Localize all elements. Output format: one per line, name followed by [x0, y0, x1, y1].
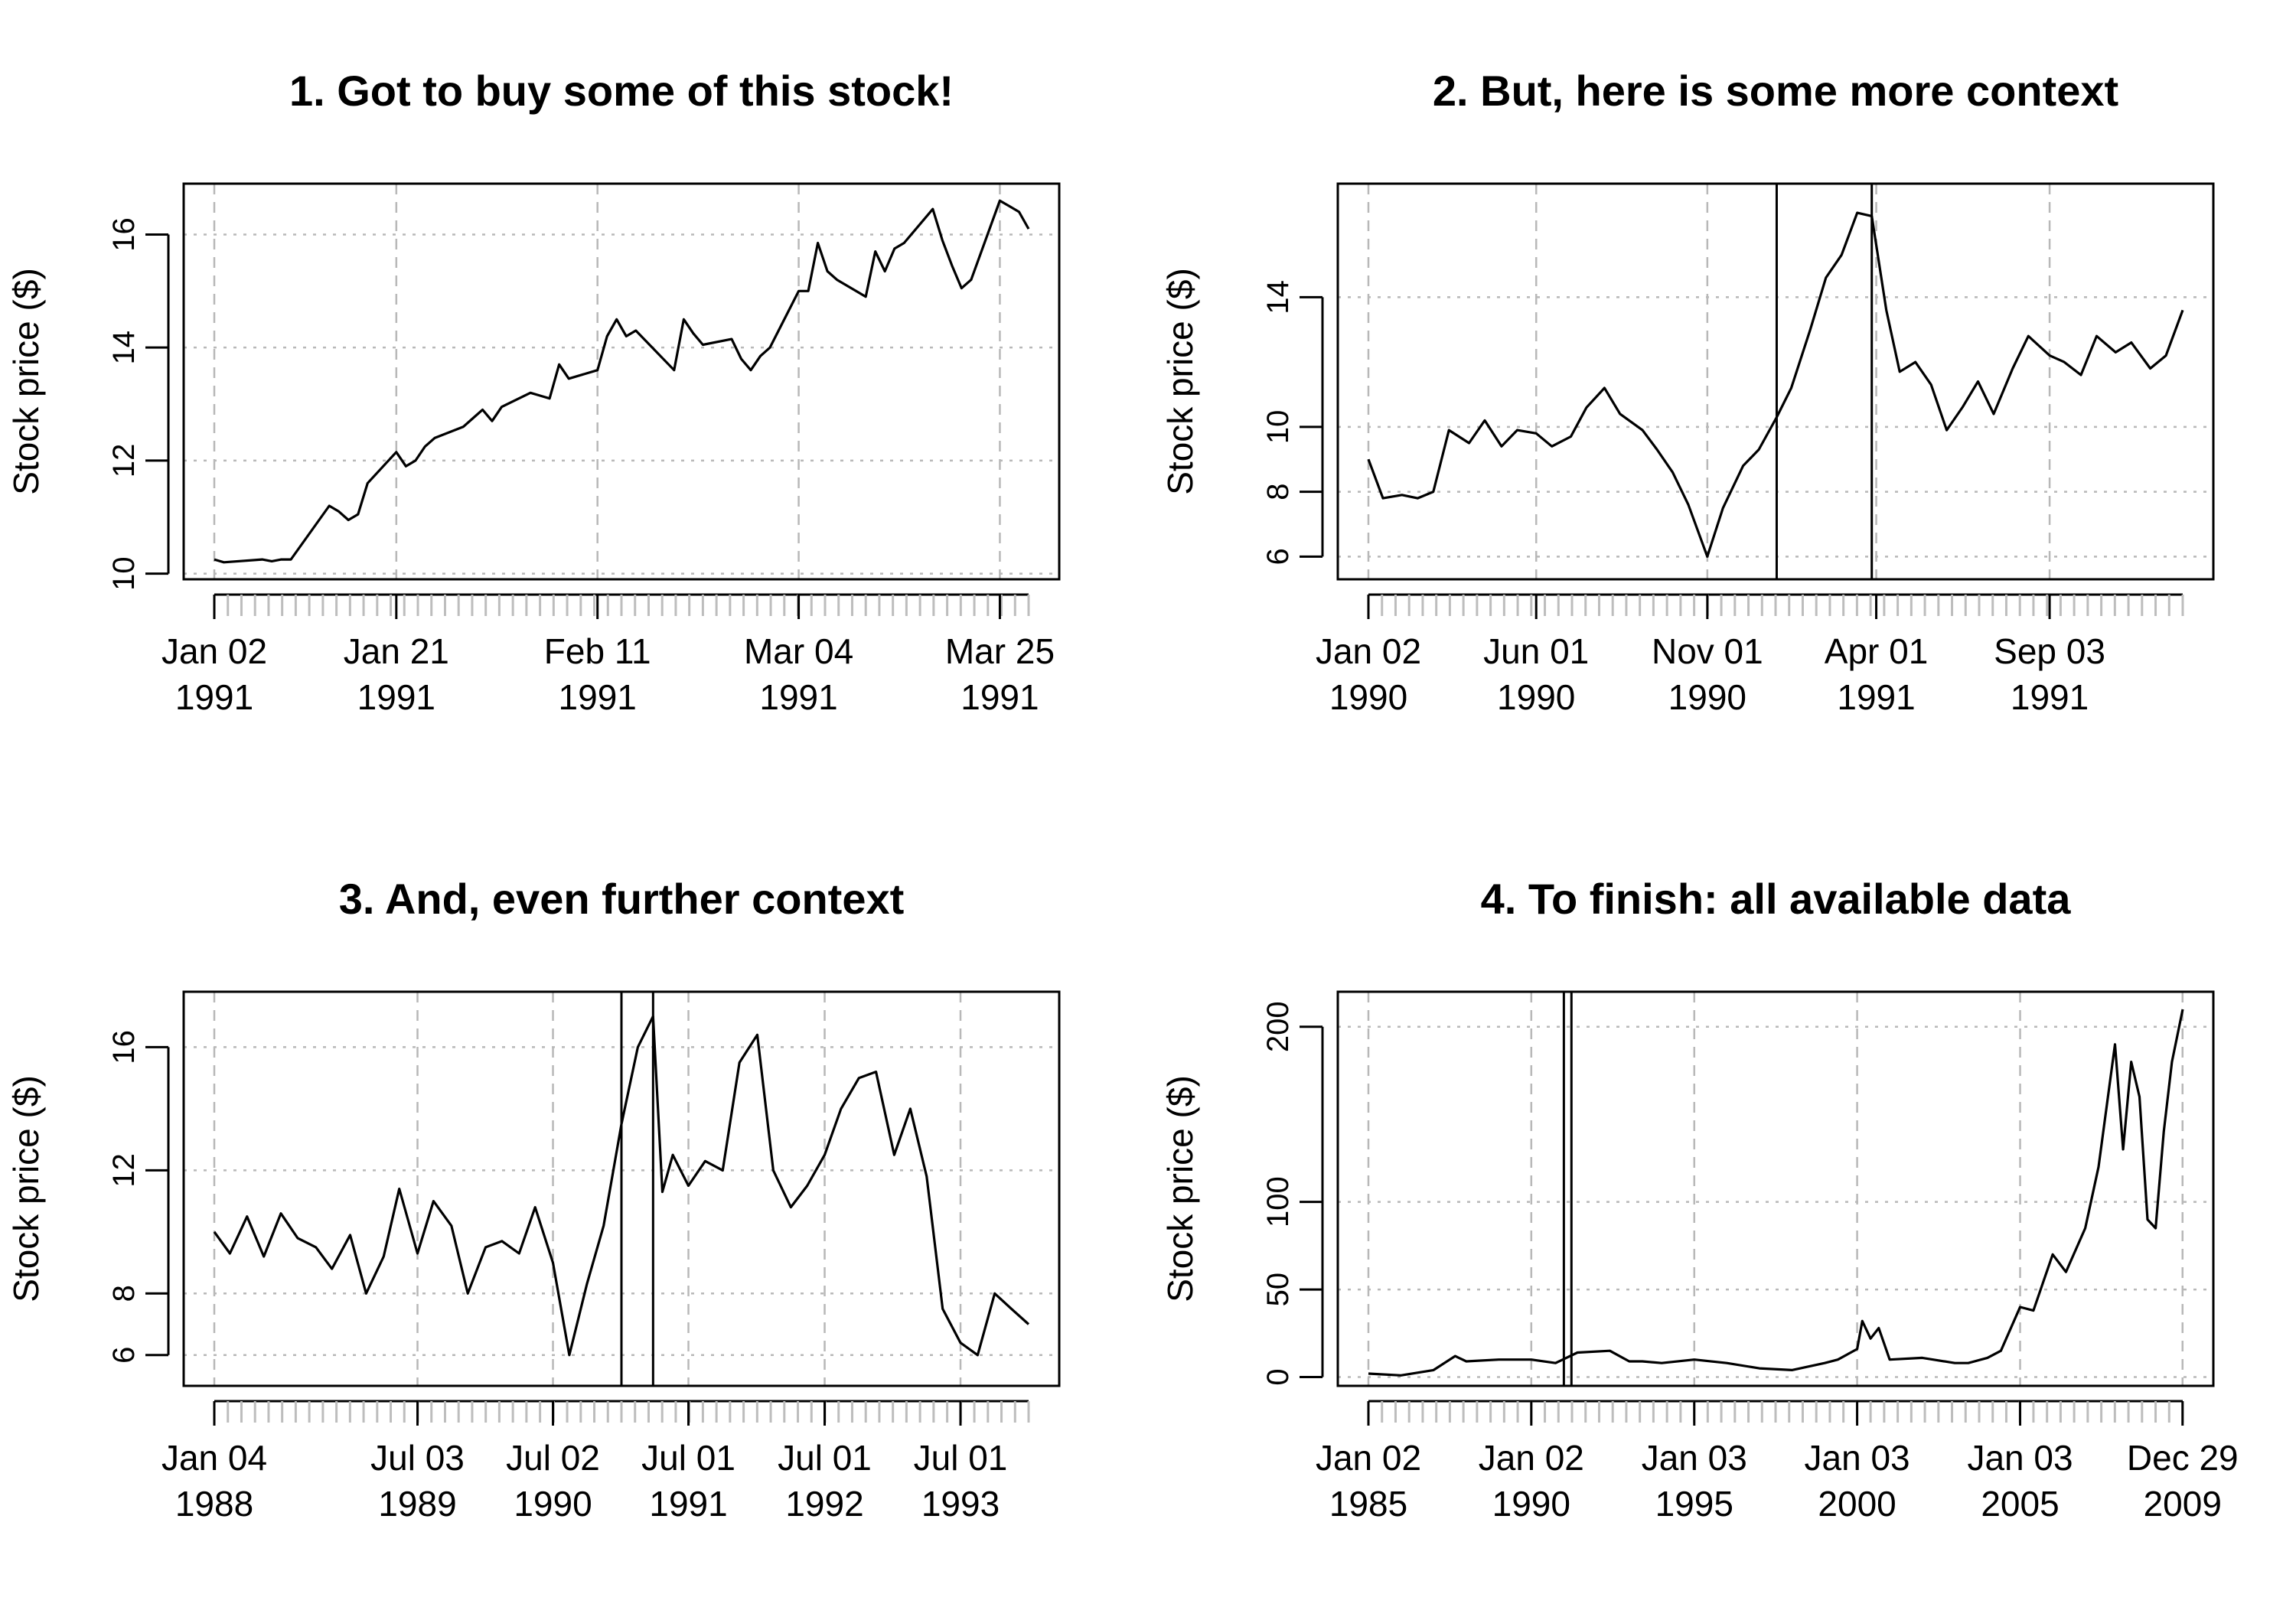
plot-frame — [1336, 990, 2215, 1387]
x-tick-year: 1991 — [559, 677, 637, 717]
x-tick-year: 1992 — [785, 1484, 863, 1524]
x-tick-label: Mar 04 — [744, 631, 853, 671]
y-axis-label: Stock price ($) — [1160, 1075, 1200, 1302]
y-tick-label: 8 — [107, 1285, 141, 1302]
x-tick-year: 1990 — [1668, 677, 1746, 717]
x-tick-year: 2005 — [1981, 1484, 2059, 1524]
x-tick-year: 1991 — [649, 1484, 727, 1524]
y-tick-label: 0 — [1261, 1368, 1295, 1385]
x-tick-label: Jul 01 — [914, 1438, 1008, 1478]
price-series-line — [1368, 1009, 2184, 1377]
x-tick-year: 2000 — [1818, 1484, 1896, 1524]
x-tick-year: 1985 — [1329, 1484, 1407, 1524]
x-tick-label: Jan 03 — [1642, 1438, 1747, 1478]
x-tick-label: Jan 21 — [344, 631, 449, 671]
y-axis-label: Stock price ($) — [6, 268, 46, 495]
x-tick-label: Jan 02 — [161, 631, 267, 671]
chart-title: 2. But, here is some more context — [1433, 67, 2118, 115]
chart-panel-3: Jan 04 1988 Jul 03 1989 Jul 02 1990 Jul 01 1991… — [6, 875, 1061, 1524]
x-tick-year: 1990 — [1497, 677, 1575, 717]
x-minor-ticks — [1367, 595, 2184, 616]
x-tick-label: Jan 02 — [1316, 1438, 1421, 1478]
x-tick-year: 1991 — [759, 677, 837, 717]
x-tick-year: 1990 — [514, 1484, 592, 1524]
y-tick-label: 6 — [1261, 548, 1295, 565]
y-axis-label: Stock price ($) — [1160, 268, 1200, 495]
x-minor-ticks — [1367, 1401, 2184, 1423]
y-tick-label: 100 — [1261, 1176, 1295, 1227]
y-axis-label: Stock price ($) — [6, 1075, 46, 1302]
x-tick-label: Jan 03 — [1967, 1438, 2073, 1478]
x-tick-year: 1991 — [960, 677, 1039, 717]
x-tick-label: Apr 01 — [1825, 631, 1929, 671]
x-tick-label: Jul 01 — [778, 1438, 872, 1478]
x-tick-label: Dec 29 — [2127, 1438, 2239, 1478]
chart-panel-1: Jan 02 1991 Jan 21 1991 Feb 11 1991 Mar 04 1991… — [6, 67, 1061, 717]
y-tick-label: 16 — [107, 217, 141, 252]
x-tick-label: Jan 03 — [1805, 1438, 1910, 1478]
price-series-line — [213, 1015, 1030, 1357]
y-tick-label: 50 — [1261, 1273, 1295, 1307]
x-tick-label: Feb 11 — [544, 631, 651, 671]
y-tick-label: 14 — [107, 331, 141, 365]
plot-frame — [1336, 182, 2215, 581]
x-minor-ticks — [213, 1401, 1030, 1423]
y-tick-label: 12 — [107, 1153, 141, 1188]
y-tick-label: 8 — [1261, 483, 1295, 500]
x-tick-label: Jan 02 — [1316, 631, 1421, 671]
x-tick-label: Mar 25 — [945, 631, 1055, 671]
grid-lines — [1338, 992, 2213, 1386]
x-tick-year: 1991 — [1837, 677, 1915, 717]
x-tick-label: Nov 01 — [1652, 631, 1763, 671]
chart-title: 4. To finish: all available data — [1481, 875, 2072, 923]
x-tick-year: 1988 — [175, 1484, 253, 1524]
y-tick-label: 10 — [107, 556, 141, 591]
price-series-line — [214, 199, 1030, 564]
x-tick-year: 1993 — [921, 1484, 1000, 1524]
x-tick-label: Sep 03 — [1994, 631, 2105, 671]
chart-panel-2: Jan 02 1990 Jun 01 1990 Nov 01 1990 Apr 01 1991… — [1160, 67, 2215, 717]
x-tick-label: Jul 02 — [506, 1438, 600, 1478]
price-series-line — [1367, 211, 2184, 558]
x-tick-label: Jan 04 — [161, 1438, 267, 1478]
x-tick-label: Jan 02 — [1479, 1438, 1584, 1478]
y-tick-label: 16 — [107, 1030, 141, 1064]
chart-title: 3. And, even further context — [339, 875, 905, 923]
x-minor-ticks — [213, 595, 1030, 616]
x-tick-year: 1989 — [378, 1484, 456, 1524]
y-tick-label: 14 — [1261, 280, 1295, 315]
y-tick-label: 6 — [107, 1347, 141, 1364]
x-tick-year: 2009 — [2144, 1484, 2222, 1524]
x-tick-year: 1991 — [2011, 677, 2089, 717]
x-tick-label: Jul 01 — [641, 1438, 735, 1478]
x-tick-label: Jun 01 — [1483, 631, 1589, 671]
x-tick-year: 1991 — [175, 677, 253, 717]
y-tick-label: 12 — [107, 444, 141, 478]
x-tick-year: 1995 — [1655, 1484, 1733, 1524]
x-tick-label: Jul 03 — [370, 1438, 465, 1478]
x-tick-year: 1991 — [357, 677, 435, 717]
grid-lines — [184, 184, 1059, 579]
x-tick-year: 1990 — [1329, 677, 1407, 717]
plot-frame — [182, 990, 1061, 1387]
y-tick-label: 10 — [1261, 410, 1295, 445]
y-tick-label: 200 — [1261, 1001, 1295, 1052]
x-tick-year: 1990 — [1492, 1484, 1570, 1524]
chart-title: 1. Got to buy some of this stock! — [289, 67, 954, 115]
plot-frame — [182, 182, 1061, 581]
